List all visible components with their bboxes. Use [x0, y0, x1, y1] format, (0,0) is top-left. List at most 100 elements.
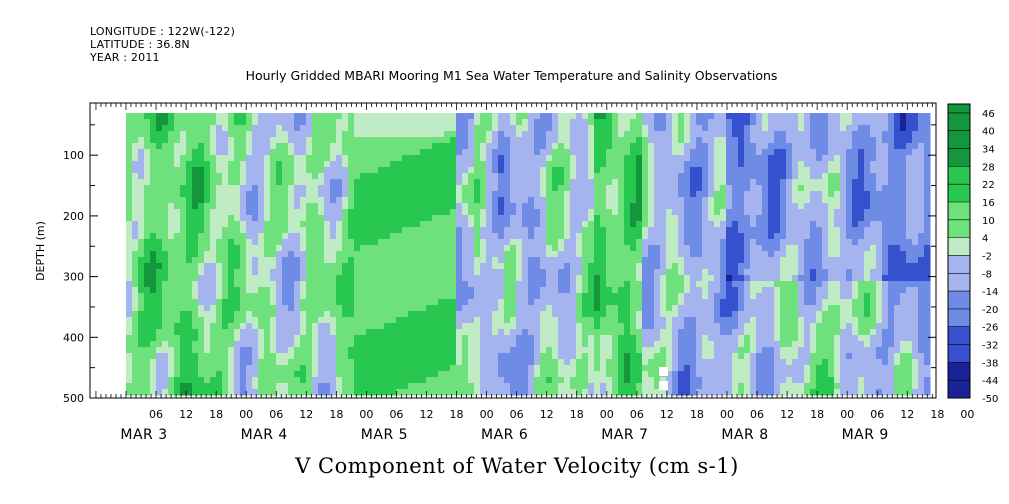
heatmap-cell — [396, 155, 403, 162]
heatmap-cell — [186, 359, 193, 366]
heatmap-cell — [528, 347, 535, 354]
heatmap-cell — [558, 353, 565, 360]
heatmap-cell — [162, 173, 169, 180]
heatmap-cell — [372, 239, 379, 246]
heatmap-cell — [522, 191, 529, 198]
heatmap-cell — [678, 251, 685, 258]
heatmap-cell — [618, 233, 625, 240]
heatmap-cell — [678, 263, 685, 270]
heatmap-cell — [348, 209, 355, 216]
heatmap-cell — [510, 251, 517, 258]
heatmap-cell — [576, 227, 583, 234]
heatmap-cell — [762, 161, 769, 168]
heatmap-cell — [534, 125, 541, 132]
heatmap-cell — [630, 317, 637, 324]
heatmap-cell — [354, 197, 361, 204]
heatmap-cell — [234, 251, 241, 258]
heatmap-cell — [666, 167, 673, 174]
heatmap-cell — [498, 293, 505, 300]
heatmap-cell — [126, 125, 133, 132]
heatmap-cell — [678, 365, 685, 372]
heatmap-cell — [360, 365, 367, 372]
heatmap-cell — [186, 311, 193, 318]
heatmap-cell — [492, 245, 499, 252]
heatmap-cell — [192, 233, 199, 240]
heatmap-cell — [246, 269, 253, 276]
heatmap-cell — [756, 299, 763, 306]
heatmap-cell — [642, 371, 649, 378]
heatmap-cell — [624, 293, 631, 300]
heatmap-cell — [198, 335, 205, 342]
heatmap-cell — [480, 383, 487, 390]
heatmap-cell — [324, 299, 331, 306]
heatmap-cell — [336, 245, 343, 252]
heatmap-cell — [642, 113, 649, 120]
heatmap-cell — [222, 113, 229, 120]
heatmap-cell — [516, 317, 523, 324]
heatmap-cell — [468, 227, 475, 234]
heatmap-cell — [696, 317, 703, 324]
heatmap-cell — [678, 167, 685, 174]
heatmap-cell — [750, 263, 757, 270]
heatmap-cell — [648, 119, 655, 126]
heatmap-cell — [516, 221, 523, 228]
heatmap-cell — [582, 311, 589, 318]
heatmap-cell — [234, 119, 241, 126]
heatmap-cell — [372, 359, 379, 366]
heatmap-cell — [336, 377, 343, 384]
heatmap-cell — [702, 203, 709, 210]
heatmap-cell — [240, 269, 247, 276]
heatmap-cell — [204, 227, 211, 234]
heatmap-cell — [588, 113, 595, 120]
heatmap-cell — [366, 383, 373, 390]
heatmap-cell — [234, 167, 241, 174]
heatmap-cell — [744, 263, 751, 270]
heatmap-cell — [288, 287, 295, 294]
heatmap-cell — [180, 323, 187, 330]
heatmap-cell — [762, 137, 769, 144]
heatmap-cell — [426, 137, 433, 144]
heatmap-cell — [318, 245, 325, 252]
heatmap-cell — [174, 173, 181, 180]
heatmap-cell — [576, 215, 583, 222]
heatmap-cell — [132, 335, 139, 342]
heatmap-cell — [222, 305, 229, 312]
heatmap-cell — [474, 317, 481, 324]
heatmap-cell — [372, 179, 379, 186]
heatmap-cell — [708, 185, 715, 192]
heatmap-cell — [390, 179, 397, 186]
heatmap-cell — [624, 269, 631, 276]
heatmap-cell — [432, 359, 439, 366]
heatmap-cell — [126, 209, 133, 216]
heatmap-cell — [582, 215, 589, 222]
heatmap-cell — [606, 281, 613, 288]
heatmap-cell — [384, 149, 391, 156]
heatmap-cell — [498, 257, 505, 264]
heatmap-cell — [342, 233, 349, 240]
heatmap-cell — [306, 257, 313, 264]
heatmap-cell — [714, 293, 721, 300]
heatmap-cell — [510, 161, 517, 168]
heatmap-cell — [336, 239, 343, 246]
heatmap-cell — [234, 323, 241, 330]
heatmap-cell — [210, 347, 217, 354]
heatmap-cell — [450, 233, 457, 240]
heatmap-cell — [456, 239, 463, 246]
heatmap-cell — [210, 239, 217, 246]
heatmap-cell — [702, 311, 709, 318]
heatmap-cell — [726, 347, 733, 354]
heatmap-cell — [450, 143, 457, 150]
heatmap-cell — [540, 143, 547, 150]
heatmap-cell — [192, 239, 199, 246]
heatmap-cell — [318, 335, 325, 342]
heatmap-cell — [714, 257, 721, 264]
heatmap-cell — [168, 113, 175, 120]
heatmap-cell — [594, 125, 601, 132]
heatmap-cell — [246, 299, 253, 306]
heatmap-cell — [750, 137, 757, 144]
heatmap-cell — [240, 125, 247, 132]
heatmap-cell — [288, 371, 295, 378]
heatmap-cell — [684, 281, 691, 288]
heatmap-cell — [558, 323, 565, 330]
heatmap-cell — [738, 389, 745, 396]
